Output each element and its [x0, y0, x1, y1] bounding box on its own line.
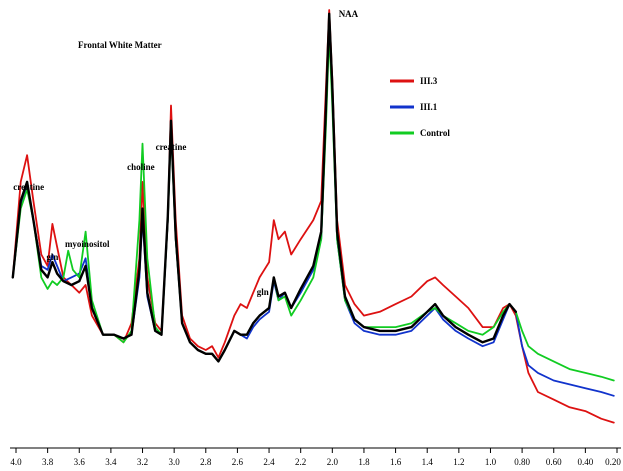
series-line-unlabeled: [11, 12, 517, 363]
peak-label-naa: NAA: [339, 9, 359, 19]
peak-label-myoinositol: myoinositol: [65, 239, 110, 249]
peak-label-gln: gln: [257, 287, 269, 297]
x-axis-ticks: 4.0 3.8 3.6 3.4 3.2 3.0 2.8 2.6 2.4 2.2 2.0 1.8 1.6 1…: [10, 448, 621, 467]
x-tick-label: 0.80: [514, 457, 530, 467]
x-tick-label: 3.4: [105, 457, 117, 467]
x-tick-label: 2.2: [295, 457, 306, 467]
x-tick-label: 2.8: [200, 457, 212, 467]
x-tick-label: 3.6: [74, 457, 86, 467]
annotation-layer: creatineglnmyoinositolcholinecreatinegln…: [13, 9, 358, 297]
x-tick-label: 2.4: [263, 457, 275, 467]
series-layer: [11, 9, 615, 424]
x-tick-label: 1.4: [422, 457, 434, 467]
peak-label-gln: gln: [46, 252, 58, 262]
x-tick-label: 1.2: [453, 457, 464, 467]
peak-label-creatine: creatine: [156, 142, 187, 152]
peak-label-creatine: creatine: [13, 182, 44, 192]
chart-title: Frontal White Matter: [78, 40, 162, 50]
x-tick-label: 4.0: [10, 457, 22, 467]
series-line-iii-3: [11, 9, 615, 424]
legend: III.3 III.1 Control: [390, 76, 450, 138]
peak-label-choline: choline: [127, 162, 155, 172]
series-line-iii-1: [11, 20, 615, 397]
legend-label: III.1: [420, 102, 438, 112]
legend-label: III.3: [420, 76, 438, 86]
x-tick-label: 1.6: [390, 457, 402, 467]
x-tick-label: 2.0: [327, 457, 339, 467]
series-line-control: [11, 32, 615, 382]
x-tick-label: 3.8: [42, 457, 54, 467]
x-tick-label: 3.2: [137, 457, 148, 467]
x-tick-label: 3.0: [169, 457, 181, 467]
x-tick-label: 1.8: [358, 457, 370, 467]
x-tick-label: 0.20: [605, 457, 621, 467]
x-tick-label: 0.60: [546, 457, 562, 467]
x-tick-label: 1.0: [485, 457, 497, 467]
x-tick-label: 2.6: [232, 457, 244, 467]
legend-label: Control: [420, 128, 450, 138]
x-tick-label: 0.40: [577, 457, 593, 467]
